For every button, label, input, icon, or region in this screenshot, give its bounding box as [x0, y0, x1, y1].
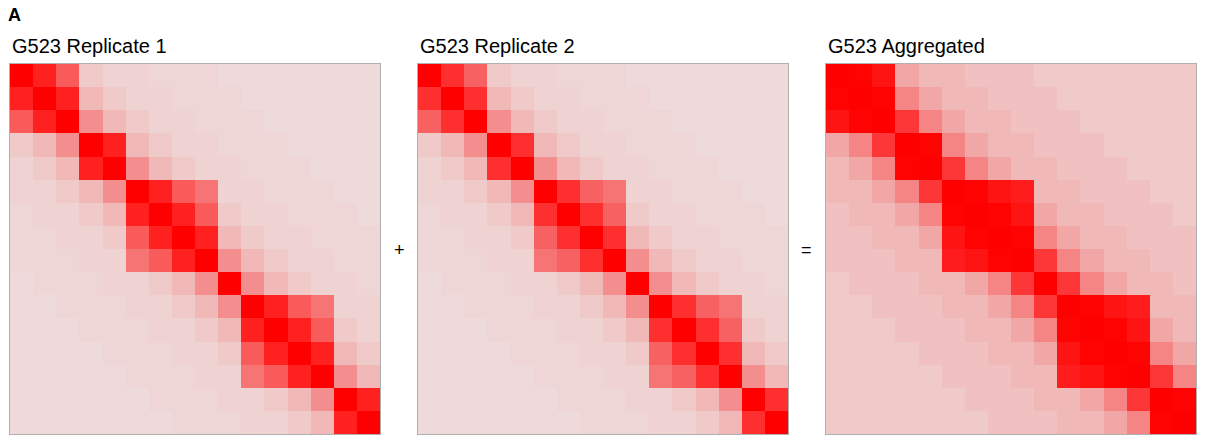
svg-text:+: +: [394, 240, 405, 260]
svg-text:G523 Replicate 2: G523 Replicate 2: [420, 35, 575, 57]
svg-text:A: A: [8, 5, 21, 25]
svg-text:G523 Replicate 1: G523 Replicate 1: [12, 35, 167, 57]
svg-text:=: =: [801, 240, 812, 260]
svg-text:G523 Aggregated: G523 Aggregated: [828, 35, 985, 57]
